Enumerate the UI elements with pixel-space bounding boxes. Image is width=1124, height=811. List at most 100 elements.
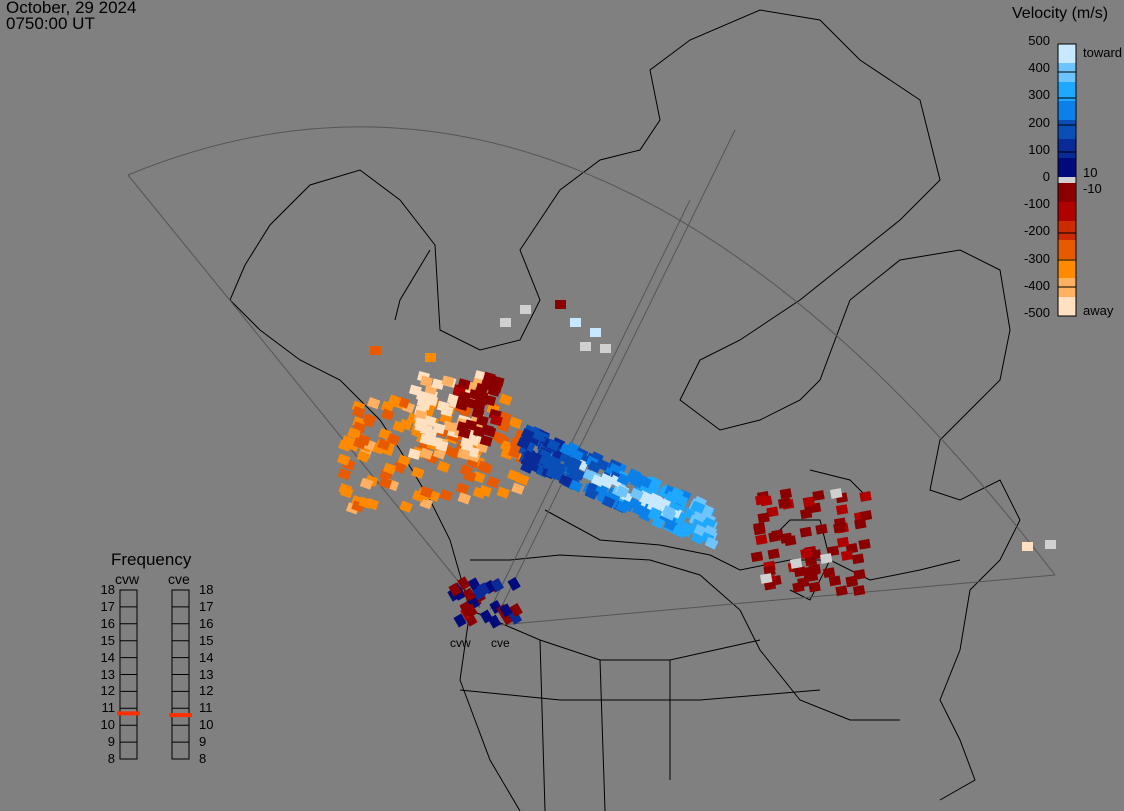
velocity-cell [662,508,677,521]
velocity-cell [835,504,849,516]
velocity-cell [854,518,867,530]
coastlines [229,9,1021,811]
colorbar-segment [1058,44,1076,63]
velocity-cell [755,534,768,546]
velocity-cell [753,524,766,536]
frequency-tick: 10 [199,717,214,733]
velocity-cell [458,390,472,403]
velocity-cell [365,498,380,511]
velocity-cell [407,448,421,460]
frequency-tick: 14 [100,649,115,665]
colorbar-tick: 400 [1028,60,1050,76]
velocity-colorbar [1057,43,1077,317]
velocity-cell [704,536,719,550]
velocity-cell [835,585,848,597]
velocity-cell [647,508,662,522]
colorbar-segment [1058,297,1076,316]
frequency-tick: 16 [199,615,214,631]
cve-fov-edge-west [489,199,691,611]
velocity-cell [475,382,489,395]
velocity-cell [648,476,662,490]
velocity-cell [820,553,833,564]
frequency-tick: 12 [199,683,214,699]
velocity-cell [472,586,486,601]
velocity-cell [448,582,462,597]
velocity-cell [507,446,522,459]
velocity-cell [792,581,805,593]
velocity-cell [802,566,816,577]
velocity-cell [859,510,873,521]
colorbar-tick: -200 [1023,223,1050,239]
colorbar-tick: 300 [1028,87,1050,103]
velocity-cell [789,558,803,569]
colorbar-tick: -300 [1023,250,1050,266]
velocity-cell [509,602,523,618]
frequency-tick: 8 [199,751,207,766]
velocity-cell [492,431,506,444]
velocity-cell [489,381,503,394]
colorbar-segment [1058,101,1076,120]
velocity-cell [638,475,652,489]
velocity-cell [851,553,865,565]
velocity-cell [616,472,631,486]
velocity-cell [472,486,487,499]
frequency-tick: 18 [199,582,214,597]
velocity-cell [800,508,813,520]
velocity-cell [496,486,510,499]
frequency-tick: 17 [100,598,115,614]
radar-label-cvw: cvw [450,636,471,650]
velocity-cell [419,392,433,404]
velocity-cell [538,454,553,468]
velocity-cell [802,496,816,508]
frequency-tick: 18 [100,582,115,597]
velocity-cell [463,470,477,483]
cvw-fov-edge-east [499,129,736,611]
velocity-cell [392,420,406,433]
velocity-cell [555,300,566,309]
frequency-marker [117,711,140,716]
velocity-cell [378,476,393,489]
velocity-cell [472,425,486,438]
velocity-cell [464,603,478,618]
radar-label-cve: cve [491,636,510,650]
velocity-cell [419,447,434,460]
colorbar-segment [1058,158,1076,177]
velocity-cell [446,393,460,406]
frequency-tick: 17 [199,598,214,614]
velocity-cell [815,523,828,535]
velocity-cell [420,375,434,388]
velocity-cell [520,305,531,314]
velocity-cell [840,550,854,561]
colorbar-segment [1058,259,1076,278]
velocity-cell [568,457,583,470]
frequency-tick: 15 [100,632,115,648]
velocity-cell [414,420,428,433]
fov-outer-arc [127,126,1056,576]
velocity-cell [559,443,574,457]
velocity-cell [763,565,776,577]
frequency-tick: 13 [100,666,115,682]
velocity-cell [601,495,616,509]
colorbar-title: Velocity (m/s) [1012,5,1109,22]
velocity-cell [442,420,456,433]
velocity-cell [760,573,773,584]
date-label: October, 29 2024 [6,0,137,17]
velocity-cells [336,300,1056,629]
frequency-tick: 14 [199,649,214,665]
frequency-tick: 9 [107,734,115,750]
velocity-cell [511,482,525,495]
velocity-cell [455,399,469,411]
velocity-cell [386,433,401,446]
velocity-cell [615,485,630,498]
velocity-cell [584,487,599,500]
velocity-cell [852,585,866,596]
velocity-cell [766,506,779,518]
velocity-cell [441,375,455,387]
time-label: 0750:00 UT [6,14,95,33]
velocity-cell [858,538,871,550]
velocity-cell [750,551,764,563]
velocity-cell [370,346,381,355]
velocity-cell [532,429,546,442]
velocity-cell [337,468,352,481]
velocity-cell [599,476,614,489]
